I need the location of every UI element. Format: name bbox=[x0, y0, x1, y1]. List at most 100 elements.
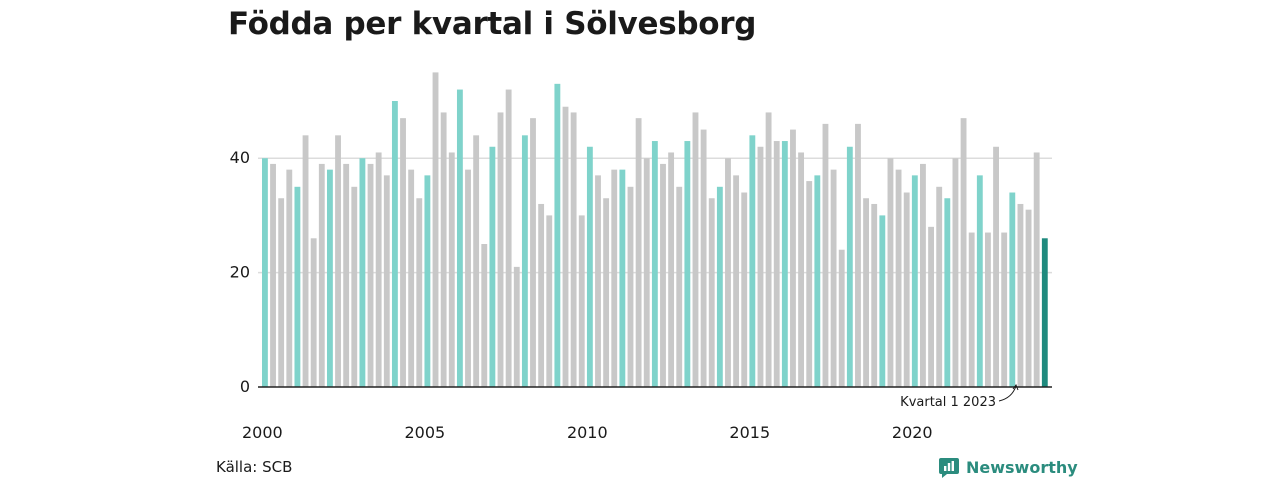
bar bbox=[1041, 238, 1048, 387]
bar bbox=[465, 169, 471, 387]
bar bbox=[367, 163, 374, 387]
bar bbox=[310, 238, 317, 387]
bar bbox=[383, 175, 390, 387]
bar bbox=[513, 266, 520, 387]
bar bbox=[708, 198, 715, 387]
bar bbox=[262, 158, 268, 387]
bar bbox=[603, 198, 610, 387]
bar bbox=[270, 163, 276, 387]
bar bbox=[400, 118, 406, 387]
brand-logo: Newsworthy bbox=[938, 456, 1078, 478]
bar bbox=[546, 215, 553, 387]
bar bbox=[798, 152, 805, 387]
bar bbox=[830, 169, 837, 387]
bar bbox=[944, 198, 951, 387]
bar bbox=[822, 123, 829, 387]
bar bbox=[863, 198, 869, 387]
bar bbox=[781, 141, 788, 387]
source-label: Källa: SCB bbox=[216, 458, 293, 476]
bar bbox=[920, 163, 926, 387]
bar bbox=[562, 106, 569, 387]
bar bbox=[1033, 152, 1040, 387]
bar bbox=[635, 118, 642, 387]
bar bbox=[1025, 209, 1032, 387]
bar bbox=[814, 175, 821, 387]
bar bbox=[611, 169, 618, 387]
bar bbox=[993, 146, 999, 387]
bar bbox=[375, 152, 382, 387]
x-tick-label: 2015 bbox=[729, 423, 770, 442]
bar bbox=[749, 135, 756, 387]
bar bbox=[692, 112, 699, 387]
bar bbox=[440, 112, 447, 387]
bar bbox=[619, 169, 626, 387]
bar bbox=[676, 186, 683, 387]
bar bbox=[432, 72, 439, 388]
bar bbox=[448, 152, 455, 387]
bar bbox=[538, 203, 545, 387]
bar bbox=[700, 129, 707, 387]
bar bbox=[335, 135, 341, 387]
bar bbox=[391, 101, 398, 387]
bar bbox=[521, 135, 528, 387]
bar bbox=[530, 118, 536, 387]
x-tick-label: 2010 bbox=[567, 423, 608, 442]
bar bbox=[302, 135, 309, 387]
bar bbox=[1001, 232, 1008, 387]
bar bbox=[1009, 192, 1016, 387]
bar bbox=[928, 226, 934, 387]
bar bbox=[903, 192, 910, 387]
bar bbox=[879, 215, 886, 387]
x-tick-label: 2005 bbox=[404, 423, 445, 442]
annotation-arrow bbox=[998, 385, 1017, 402]
bar bbox=[733, 175, 740, 387]
bar bbox=[318, 163, 325, 387]
bar bbox=[668, 152, 675, 387]
bar bbox=[481, 244, 488, 387]
chart-title: Födda per kvartal i Sölvesborg bbox=[228, 6, 757, 42]
bar bbox=[887, 158, 894, 387]
y-tick-label: 20 bbox=[230, 263, 250, 282]
bar bbox=[725, 158, 731, 387]
bar bbox=[855, 123, 861, 387]
bar bbox=[473, 135, 480, 387]
bar bbox=[846, 146, 853, 387]
y-tick-label: 0 bbox=[240, 377, 250, 396]
chart-bubble-icon bbox=[939, 458, 959, 478]
bar bbox=[424, 175, 431, 387]
bar bbox=[660, 163, 666, 387]
bar bbox=[871, 203, 878, 387]
bar bbox=[351, 186, 358, 387]
bar bbox=[838, 249, 845, 387]
bar bbox=[741, 192, 748, 387]
bar bbox=[578, 215, 585, 387]
bar bbox=[773, 141, 780, 387]
bar bbox=[911, 175, 918, 387]
bar bbox=[643, 158, 650, 387]
bar bbox=[976, 175, 983, 387]
bar bbox=[408, 169, 415, 387]
bar bbox=[936, 186, 943, 387]
bar bbox=[952, 158, 959, 387]
bar bbox=[960, 118, 967, 387]
annotation-label: Kvartal 1 2023 bbox=[900, 395, 996, 410]
bar bbox=[586, 146, 593, 387]
bar bbox=[765, 112, 772, 387]
bar bbox=[570, 112, 577, 387]
x-tick-label: 2020 bbox=[892, 423, 933, 442]
bar bbox=[505, 89, 512, 387]
bar bbox=[489, 146, 496, 387]
bar bbox=[359, 158, 366, 387]
annotation-arrowhead bbox=[1012, 383, 1019, 391]
bar bbox=[326, 169, 333, 387]
bar bbox=[497, 112, 504, 387]
bar bbox=[968, 232, 975, 387]
bar bbox=[416, 198, 423, 387]
bar bbox=[286, 169, 293, 387]
bar bbox=[716, 186, 723, 387]
bar bbox=[456, 89, 463, 387]
bar bbox=[294, 186, 301, 387]
bar bbox=[790, 129, 796, 387]
bar bbox=[595, 175, 601, 387]
